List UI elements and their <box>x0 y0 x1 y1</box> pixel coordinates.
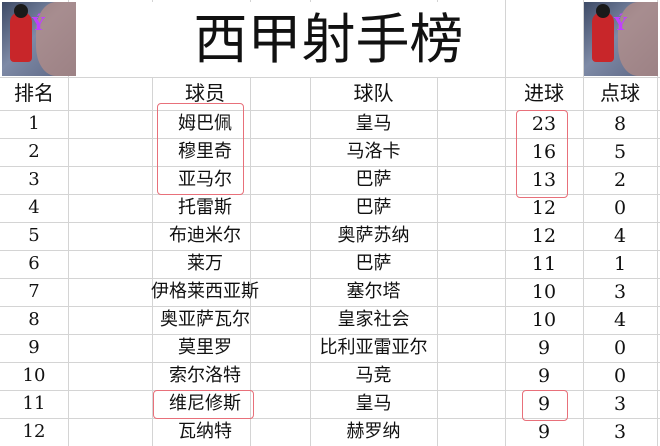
cell-goals: 9 <box>537 393 551 415</box>
cell-player: 托雷斯 <box>178 197 232 218</box>
cell-goals: 13 <box>531 169 557 191</box>
cell-penalties: 0 <box>613 337 627 359</box>
cell-team: 比利亚雷亚尔 <box>319 337 428 358</box>
cell-penalties: 1 <box>613 253 627 275</box>
cell-team: 奥萨苏纳 <box>337 225 410 246</box>
cell-rank: 9 <box>28 337 40 358</box>
cell-goals: 12 <box>531 197 557 219</box>
cell-goals: 11 <box>531 253 557 275</box>
cell-player: 亚马尔 <box>178 169 232 190</box>
cell-player: 伊格莱西亚斯 <box>151 281 259 302</box>
cell-player: 莱万 <box>187 253 223 274</box>
header-rank: 排名 <box>14 81 54 105</box>
cell-rank: 1 <box>28 113 40 134</box>
cell-team: 巴萨 <box>355 197 392 218</box>
cell-player: 索尔洛特 <box>169 365 241 386</box>
cell-player: 维尼修斯 <box>169 393 241 414</box>
header-goals: 进球 <box>524 81 564 105</box>
table-row: 5 布迪米尔 奥萨苏纳 12 4 <box>0 222 660 250</box>
cell-rank: 11 <box>22 393 46 414</box>
table-row: 4 托雷斯 巴萨 12 0 <box>0 194 660 222</box>
cell-player: 姆巴佩 <box>178 113 232 134</box>
table-row: 10 索尔洛特 马竞 9 0 <box>0 362 660 390</box>
cell-goals: 10 <box>531 281 557 303</box>
table-row: 3 亚马尔 巴萨 13 2 <box>0 166 660 194</box>
cell-goals: 9 <box>537 421 551 443</box>
highlight-box-goals-11 <box>522 390 568 421</box>
cell-team: 巴萨 <box>355 253 392 274</box>
header-team: 球队 <box>353 81 394 105</box>
cell-team: 马洛卡 <box>346 141 401 162</box>
cell-penalties: 3 <box>613 281 627 303</box>
header-penalties: 点球 <box>600 81 640 105</box>
cell-penalties: 3 <box>613 421 627 443</box>
table-row: 9 莫里罗 比利亚雷亚尔 9 0 <box>0 334 660 362</box>
cell-penalties: 8 <box>613 113 627 135</box>
header-player: 球员 <box>185 81 225 105</box>
cell-player: 瓦纳特 <box>178 421 232 442</box>
cell-rank: 2 <box>28 141 40 162</box>
player-image-left: Ý <box>2 2 76 76</box>
cell-team: 皇家社会 <box>337 309 410 330</box>
cell-rank: 5 <box>28 225 40 246</box>
cell-goals: 9 <box>537 337 551 359</box>
table-row: 6 莱万 巴萨 11 1 <box>0 250 660 278</box>
cell-team: 皇马 <box>355 113 392 134</box>
cell-penalties: 5 <box>613 141 627 163</box>
cell-team: 皇马 <box>355 393 392 414</box>
cell-goals: 10 <box>531 309 557 331</box>
cell-penalties: 0 <box>613 365 627 387</box>
page-title: 西甲射手榜 <box>152 2 505 77</box>
highlight-box-goals <box>516 110 568 198</box>
player-image-right: Ý <box>584 2 658 76</box>
cell-rank: 6 <box>28 253 40 274</box>
cell-team: 巴萨 <box>355 169 392 190</box>
cell-goals: 9 <box>537 365 551 387</box>
cell-penalties: 4 <box>613 225 627 247</box>
highlight-box-players <box>157 103 244 195</box>
cell-rank: 10 <box>22 365 46 386</box>
table-row: 7 伊格莱西亚斯 塞尔塔 10 3 <box>0 278 660 306</box>
cell-player: 布迪米尔 <box>169 225 241 246</box>
cell-penalties: 4 <box>613 309 627 331</box>
table-row: 11 维尼修斯 皇马 9 3 <box>0 390 660 418</box>
header-row: 排名 球员 球队 进球 点球 <box>0 77 660 110</box>
cell-goals: 12 <box>531 225 557 247</box>
cell-player: 穆里奇 <box>178 141 232 162</box>
cell-team: 塞尔塔 <box>346 281 401 302</box>
table-row: 2 穆里奇 马洛卡 16 5 <box>0 138 660 166</box>
cell-penalties: 3 <box>613 393 627 415</box>
cell-goals: 23 <box>531 113 557 135</box>
table-row: 12 瓦纳特 赫罗纳 9 3 <box>0 418 660 446</box>
cell-penalties: 0 <box>613 197 627 219</box>
cell-rank: 7 <box>28 281 40 302</box>
cell-rank: 3 <box>28 169 40 190</box>
cell-rank: 4 <box>28 197 40 218</box>
table-row: 1 姆巴佩 皇马 23 8 <box>0 110 660 138</box>
cell-player: 奥亚萨瓦尔 <box>160 309 250 330</box>
table-row: 8 奥亚萨瓦尔 皇家社会 10 4 <box>0 306 660 334</box>
highlight-box-player-11 <box>153 390 254 419</box>
cell-team: 赫罗纳 <box>346 421 401 442</box>
cell-rank: 12 <box>22 421 46 442</box>
cell-player: 莫里罗 <box>178 337 232 358</box>
cell-team: 马竞 <box>355 365 392 386</box>
cell-penalties: 2 <box>613 169 627 191</box>
cell-rank: 8 <box>28 309 40 330</box>
cell-goals: 16 <box>531 141 557 163</box>
